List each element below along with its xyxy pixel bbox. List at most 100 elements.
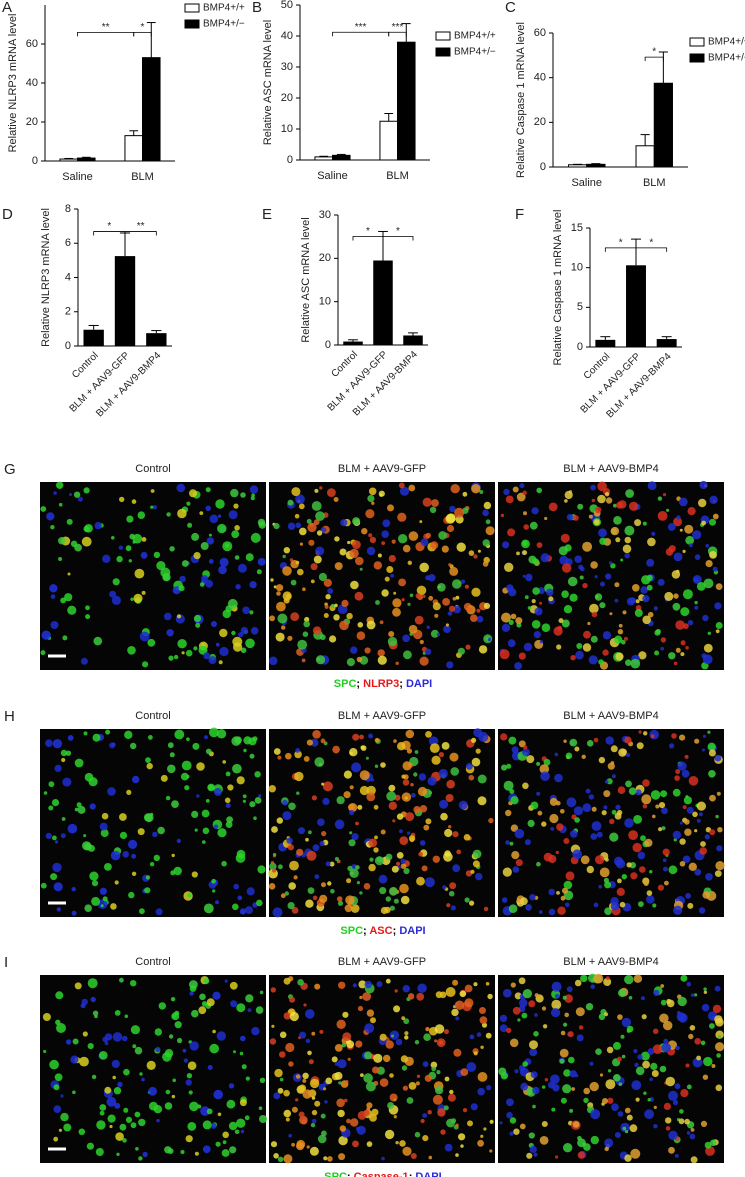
cell bbox=[249, 753, 255, 759]
cell bbox=[646, 574, 653, 582]
cell bbox=[707, 742, 716, 751]
cell bbox=[594, 506, 602, 514]
cell bbox=[423, 1033, 431, 1041]
cell bbox=[296, 1139, 306, 1149]
cell bbox=[368, 533, 373, 538]
cell bbox=[270, 987, 276, 993]
cell bbox=[613, 1041, 621, 1050]
cell bbox=[709, 829, 716, 836]
cell bbox=[569, 1070, 577, 1078]
cell bbox=[60, 749, 68, 757]
cell bbox=[608, 561, 613, 565]
cell bbox=[448, 563, 452, 567]
cell bbox=[343, 770, 352, 779]
cell bbox=[321, 782, 325, 786]
cell bbox=[283, 1109, 292, 1118]
cell bbox=[703, 578, 714, 589]
cell bbox=[715, 814, 719, 819]
cell bbox=[622, 610, 627, 615]
cell bbox=[455, 1153, 459, 1157]
cell bbox=[290, 612, 300, 621]
cell bbox=[562, 887, 568, 894]
cell bbox=[672, 602, 681, 611]
cell bbox=[557, 906, 566, 915]
cell bbox=[90, 996, 96, 1003]
cell bbox=[297, 639, 308, 650]
cell bbox=[366, 785, 376, 796]
cell bbox=[332, 745, 340, 754]
cell bbox=[200, 542, 209, 550]
cell bbox=[635, 1097, 640, 1102]
cell bbox=[112, 1032, 123, 1042]
cell bbox=[51, 799, 60, 807]
cell bbox=[487, 637, 492, 642]
cell bbox=[503, 988, 512, 998]
cell bbox=[249, 610, 254, 615]
cell bbox=[122, 1138, 127, 1143]
cell bbox=[343, 1098, 348, 1103]
micrograph-cells bbox=[42, 976, 267, 1161]
cell bbox=[686, 1131, 691, 1135]
cell bbox=[352, 983, 357, 988]
cell bbox=[273, 523, 280, 530]
cell bbox=[232, 636, 243, 647]
cell bbox=[634, 1062, 639, 1068]
cell bbox=[470, 869, 475, 874]
cell bbox=[287, 522, 296, 530]
cell bbox=[560, 533, 570, 543]
cell bbox=[294, 513, 300, 519]
cell bbox=[359, 770, 370, 781]
cell bbox=[110, 903, 117, 910]
cell bbox=[146, 762, 153, 770]
cell bbox=[229, 981, 238, 990]
cell bbox=[629, 501, 639, 511]
cell bbox=[164, 612, 172, 621]
cell bbox=[363, 883, 371, 890]
cell bbox=[566, 513, 574, 521]
cell bbox=[541, 1121, 548, 1127]
cell bbox=[164, 1146, 172, 1154]
cell bbox=[144, 887, 151, 894]
cell bbox=[131, 853, 137, 859]
cell bbox=[638, 730, 642, 734]
cell bbox=[167, 742, 174, 749]
cell bbox=[449, 505, 456, 513]
cell bbox=[470, 614, 478, 622]
cell bbox=[469, 1034, 475, 1040]
cell bbox=[134, 568, 145, 579]
cell bbox=[122, 851, 129, 858]
cell bbox=[388, 801, 397, 810]
cell bbox=[362, 992, 372, 1001]
cell bbox=[138, 1118, 146, 1127]
cell bbox=[352, 1140, 359, 1148]
cell bbox=[166, 512, 171, 517]
cell bbox=[315, 546, 325, 556]
cell bbox=[625, 489, 634, 498]
cell bbox=[649, 729, 659, 740]
cell bbox=[84, 904, 92, 912]
cell bbox=[330, 603, 336, 609]
cell bbox=[614, 582, 620, 588]
cell bbox=[540, 771, 550, 781]
cell bbox=[680, 640, 686, 646]
cell bbox=[522, 574, 526, 578]
cell bbox=[87, 1043, 94, 1050]
cell bbox=[611, 774, 616, 779]
cell bbox=[403, 867, 410, 875]
cell bbox=[617, 629, 624, 635]
cell bbox=[573, 806, 584, 816]
cell bbox=[344, 904, 353, 913]
cell bbox=[50, 594, 56, 599]
cell bbox=[299, 1031, 307, 1039]
cell bbox=[482, 509, 489, 517]
cell bbox=[123, 1107, 129, 1113]
cell bbox=[215, 1141, 221, 1147]
y-tick-label: 20 bbox=[281, 92, 293, 104]
cell bbox=[156, 1118, 160, 1123]
cell bbox=[231, 736, 241, 746]
cell bbox=[593, 519, 600, 526]
cell bbox=[137, 511, 146, 519]
cell bbox=[458, 1133, 466, 1141]
cell bbox=[599, 867, 610, 878]
cell bbox=[401, 774, 406, 779]
